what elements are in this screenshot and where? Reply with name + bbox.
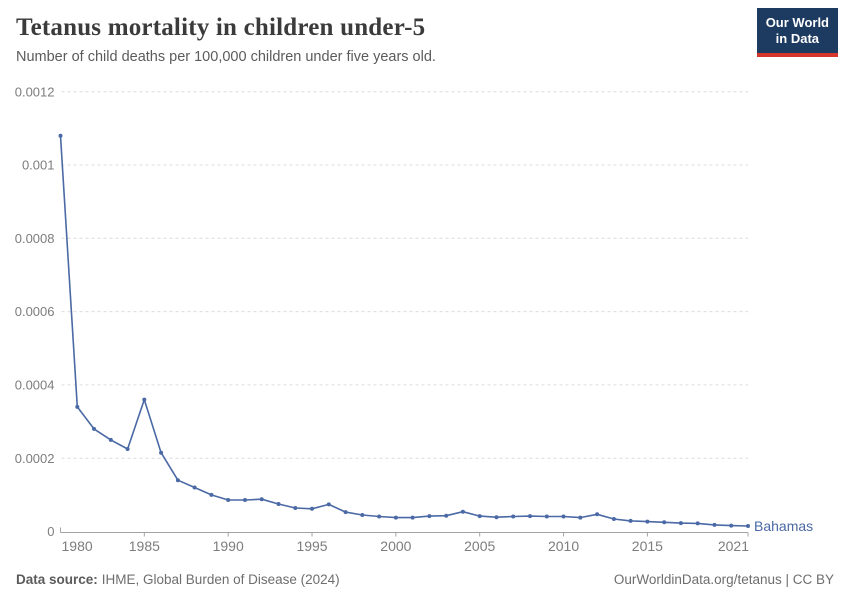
data-point[interactable] [175, 478, 180, 483]
chart-footer: Data source: IHME, Global Burden of Disea… [16, 572, 834, 587]
data-point[interactable] [293, 506, 298, 510]
data-point[interactable] [611, 517, 616, 521]
credit-link: OurWorldinData.org/tetanus | CC BY [613, 572, 834, 587]
y-tick-label: 0.001 [22, 158, 55, 173]
data-point[interactable] [108, 437, 113, 442]
data-point[interactable] [377, 514, 382, 519]
data-point[interactable] [243, 498, 247, 502]
data-point[interactable] [678, 521, 683, 526]
data-source: Data source: IHME, Global Burden of Disea… [16, 572, 340, 587]
data-point[interactable] [528, 514, 532, 519]
data-point[interactable] [92, 426, 96, 431]
data-point[interactable] [209, 492, 214, 497]
y-tick-label: 0.0002 [15, 451, 55, 466]
data-point[interactable] [695, 521, 700, 526]
y-tick-label: 0.0012 [15, 85, 55, 99]
data-point[interactable] [628, 518, 633, 523]
data-point[interactable] [494, 515, 499, 520]
data-point[interactable] [662, 520, 667, 525]
chart-subtitle: Number of child deaths per 100,000 child… [16, 49, 436, 65]
series-label[interactable]: Bahamas [754, 518, 813, 534]
x-tick-label: 2005 [464, 538, 495, 554]
data-point[interactable] [343, 510, 348, 515]
x-tick-label: 1990 [213, 538, 244, 554]
data-line[interactable] [59, 134, 749, 527]
x-tick-label: 1995 [296, 538, 327, 554]
data-point[interactable] [595, 512, 600, 517]
data-point[interactable] [159, 450, 164, 455]
data-point[interactable] [511, 514, 516, 519]
chart-title: Tetanus mortality in children under-5 [16, 14, 426, 41]
data-point[interactable] [427, 514, 432, 519]
line-chart[interactable]: 0 0.0002 0.0004 0.0006 0.0008 0.001 0.0012 1980… [0, 85, 850, 556]
chart-header: Tetanus mortality in children under-5 Nu… [16, 14, 760, 65]
y-tick-label: 0 [47, 524, 54, 539]
owid-logo-line1: Our World [765, 15, 829, 30]
data-point[interactable] [360, 513, 365, 517]
data-point[interactable] [477, 514, 482, 519]
data-point[interactable] [444, 513, 449, 518]
data-source-value: IHME, Global Burden of Disease (2024) [101, 572, 340, 587]
data-point[interactable] [142, 397, 147, 402]
x-tick-label: 2015 [632, 538, 663, 554]
x-tick-label: 1985 [129, 538, 160, 554]
y-tick-label: 0.0006 [15, 304, 55, 319]
data-point[interactable] [310, 506, 314, 511]
data-point[interactable] [192, 485, 197, 490]
owid-logo-line2: in Data [775, 31, 820, 47]
data-point[interactable] [410, 515, 415, 520]
data-point[interactable] [276, 502, 281, 506]
data-point[interactable] [746, 524, 750, 528]
data-point[interactable] [226, 498, 231, 502]
data-point[interactable] [645, 519, 650, 524]
data-point[interactable] [75, 404, 80, 409]
data-point[interactable] [460, 509, 465, 514]
y-tick-label: 0.0004 [15, 377, 55, 392]
data-source-label: Data source: [16, 572, 98, 587]
data-point[interactable] [561, 514, 566, 519]
data-point[interactable] [712, 522, 717, 527]
data-point[interactable] [326, 502, 331, 507]
data-point[interactable] [58, 133, 63, 138]
data-point[interactable] [393, 515, 398, 520]
data-point[interactable] [259, 497, 264, 502]
x-tick-label: 1980 [62, 538, 93, 554]
x-tick-label: 2021 [718, 538, 749, 554]
data-point[interactable] [729, 523, 734, 528]
data-point[interactable] [578, 515, 583, 520]
data-point[interactable] [544, 514, 549, 519]
x-tick-label: 2000 [380, 538, 411, 554]
owid-logo[interactable]: Our World in Data [756, 8, 838, 57]
data-point[interactable] [125, 447, 130, 451]
x-tick-label: 2010 [548, 538, 579, 554]
y-tick-label: 0.0008 [15, 231, 55, 246]
